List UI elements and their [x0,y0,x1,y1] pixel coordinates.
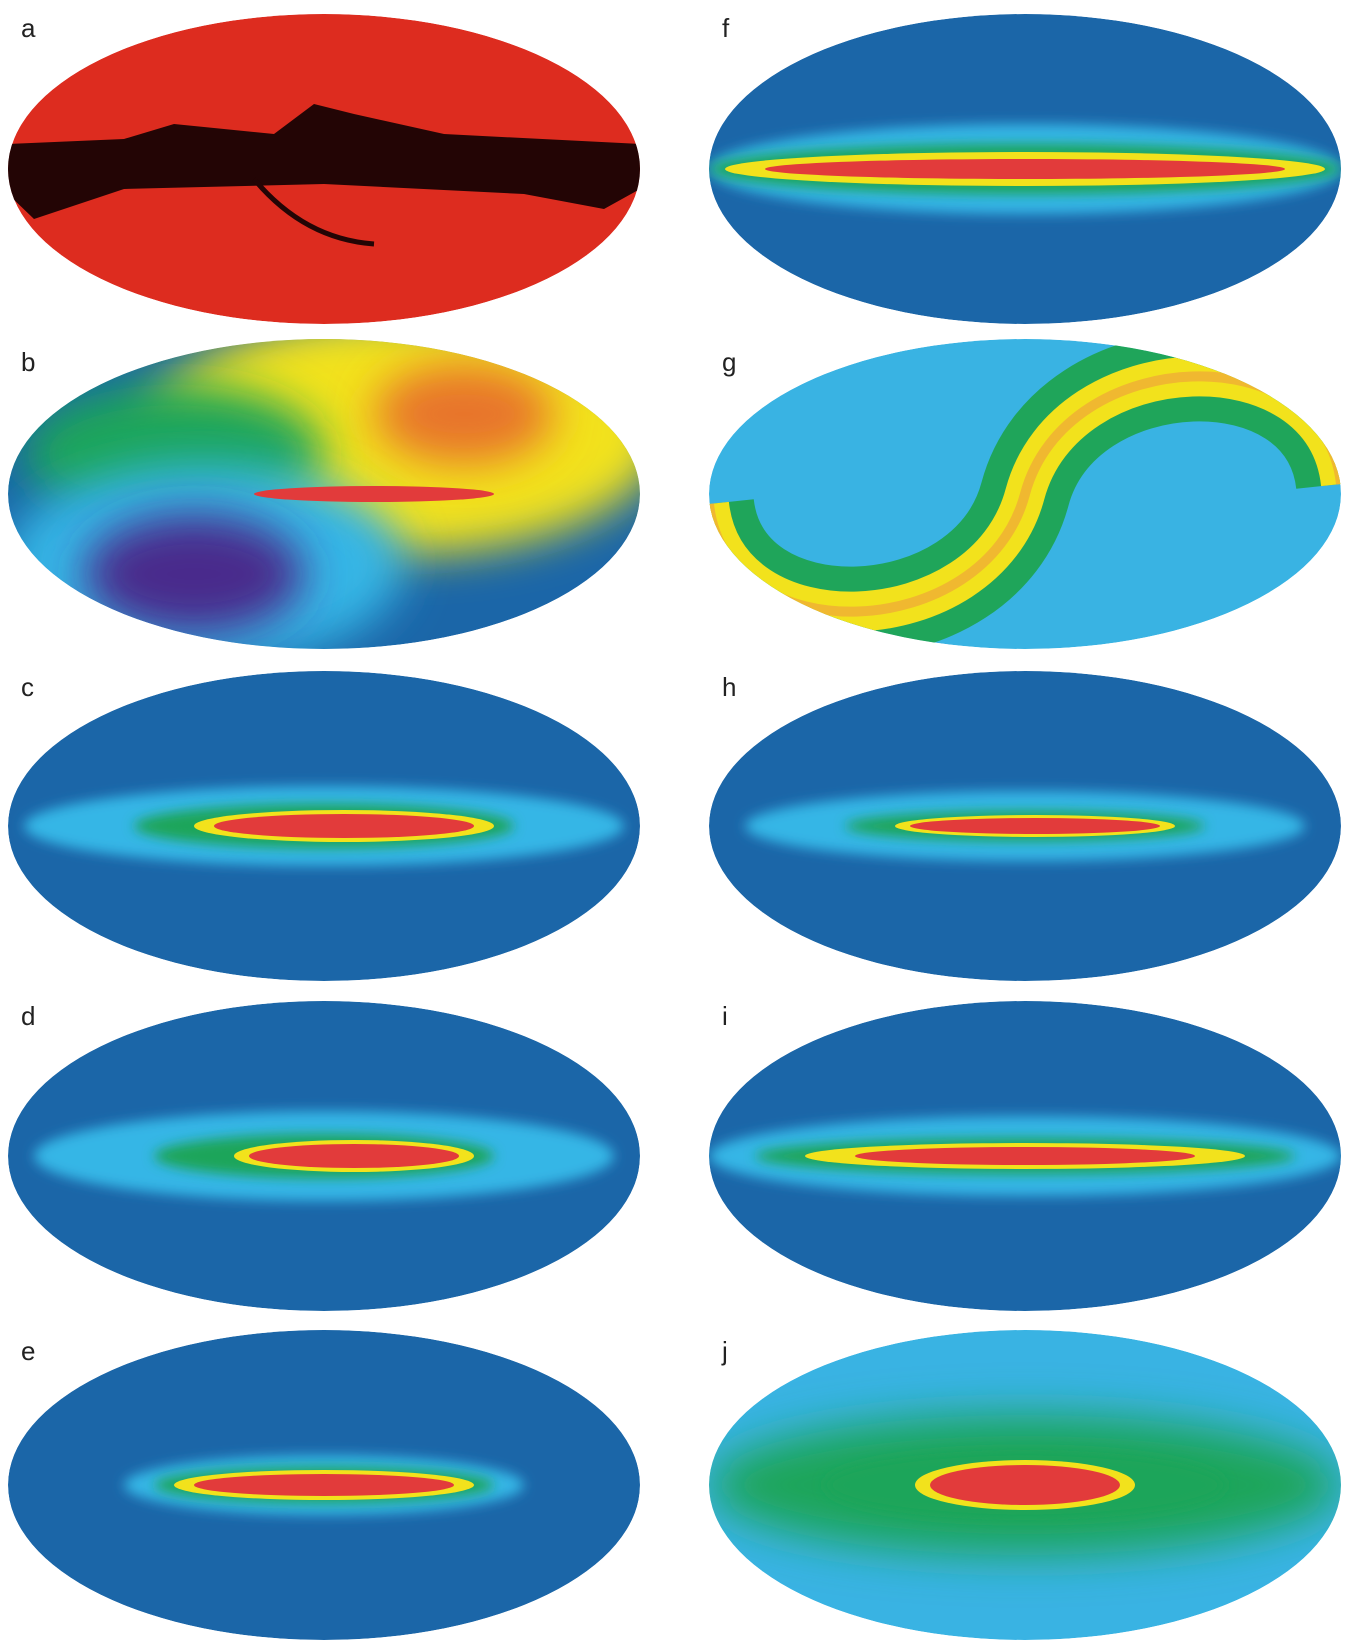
sky-map [709,1330,1341,1640]
emission-band [855,1147,1195,1165]
panel-label: h [722,672,736,702]
emission-band [249,1144,459,1168]
panel-label: e [21,1336,35,1366]
sky-map-panel: d [8,1001,640,1311]
sky-map [709,14,1341,324]
sky-map-panel: c [8,671,640,981]
sky-map [8,671,640,981]
sky-map [709,339,1341,649]
sky-map [8,339,640,649]
mask-band [8,104,640,219]
mask-arc [252,177,375,247]
panel-label: d [21,1001,35,1031]
sky-map [8,1001,640,1311]
panel-label: b [21,347,35,377]
sky-map [709,671,1341,981]
sky-map [709,1001,1341,1311]
panel-label: i [722,1001,728,1031]
panel-label: a [21,13,36,43]
sky-map-panel: e [8,1330,640,1640]
blob [374,364,554,464]
panel-label: c [21,672,34,702]
sky-map [8,14,640,324]
panel-label: g [722,347,736,377]
sky-map-panel: g [709,339,1341,649]
band [254,486,494,502]
panel-label: j [721,1336,728,1366]
blob [84,514,304,634]
panel-label: f [722,13,730,43]
emission-band [214,814,474,838]
sky-map-panel: i [709,1001,1341,1311]
sky-map-panel: f [709,13,1341,324]
emission-band [930,1465,1120,1505]
sky-map-panel: b [8,339,640,649]
emission-band [765,159,1285,179]
sky-map-panel: a [8,13,640,324]
emission-band [910,818,1160,834]
emission-band [194,1474,454,1496]
sky-map-panel: j [709,1330,1341,1640]
sky-map [8,1330,640,1640]
sky-map-panel: h [709,671,1341,981]
